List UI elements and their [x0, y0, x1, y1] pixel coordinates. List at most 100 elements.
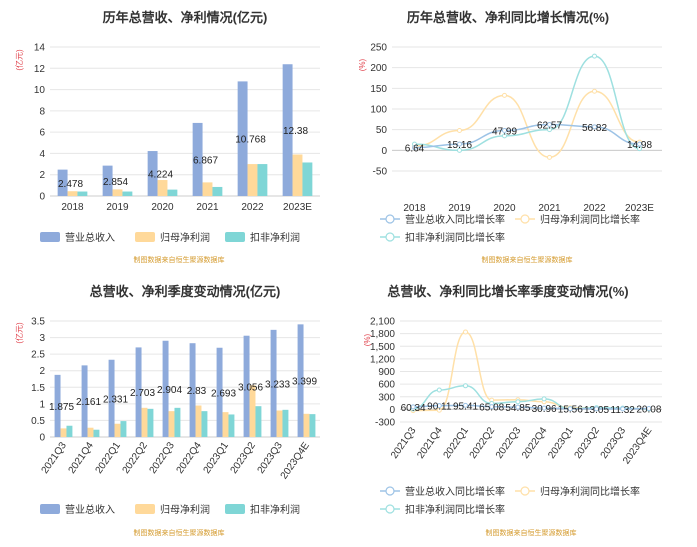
x-tick-label: 2023Q1 — [202, 440, 232, 476]
series-point — [457, 141, 462, 147]
series-point — [515, 404, 521, 410]
data-label: 3.399 — [292, 377, 317, 388]
bar-deducted-profit — [122, 191, 133, 196]
legend-swatch — [225, 232, 245, 242]
series-point — [646, 406, 652, 412]
legend-swatch-marker — [385, 214, 395, 224]
bar-revenue — [243, 335, 250, 437]
bar-deducted-profit — [93, 429, 100, 437]
source-note: 制图数据来自恒生聚源数据库 — [482, 255, 573, 264]
data-label: 20.08 — [636, 405, 661, 416]
bar-revenue — [270, 329, 277, 437]
data-label: 2.83 — [187, 386, 207, 397]
bar-revenue — [54, 374, 61, 437]
y-tick-label: 14 — [34, 43, 46, 54]
y-tick-label: 0 — [39, 192, 45, 203]
bar-revenue — [57, 169, 68, 196]
y-tick-label: -300 — [375, 418, 395, 429]
bar-deducted-profit — [120, 421, 127, 437]
x-tick-label: 2023Q2 — [229, 440, 259, 476]
series-point — [515, 399, 521, 405]
x-tick-label: 2021Q3 — [40, 440, 70, 476]
x-tick-label: 2022Q1 — [94, 440, 124, 476]
y-axis-unit-label: (亿元) — [14, 322, 24, 344]
y-tick-label: 50 — [376, 125, 388, 136]
x-tick-label: 2021Q4 — [415, 425, 445, 461]
legend-label: 营业总收入同比增长率 — [405, 213, 505, 226]
bar-net-profit — [222, 412, 229, 437]
y-tick-label: -50 — [373, 167, 388, 178]
x-tick-label: 2022Q3 — [148, 440, 178, 476]
legend-label: 归母净利润 — [160, 503, 210, 516]
y-tick-label: 2 — [39, 366, 45, 377]
series-line-deducted-profit-growth — [413, 385, 649, 410]
series-point — [547, 121, 552, 127]
data-label: 13.05 — [584, 405, 609, 416]
series-line-deducted-profit-growth — [414, 55, 640, 152]
x-tick-label: 2022Q1 — [442, 425, 472, 461]
bar-net-profit — [292, 154, 303, 196]
series-point — [594, 406, 599, 412]
x-tick-label: 2022Q4 — [520, 425, 550, 461]
series-point — [457, 147, 462, 153]
bar-deducted-profit — [147, 408, 154, 437]
x-tick-label: 2022Q4 — [175, 440, 205, 476]
bar-net-profit — [276, 410, 283, 437]
y-tick-label: 0 — [381, 146, 387, 157]
bar-deducted-profit — [77, 191, 88, 196]
data-label: 56.82 — [582, 123, 607, 134]
legend-label: 营业总收入 — [65, 231, 115, 244]
bar-revenue — [108, 359, 115, 437]
series-point — [541, 405, 547, 411]
bar-deducted-profit — [255, 406, 262, 437]
bar-deducted-profit — [228, 414, 235, 437]
legend-label: 扣非净利润 — [250, 231, 300, 244]
series-point — [436, 403, 442, 409]
legend-label: 归母净利润同比增长率 — [540, 485, 640, 498]
bar-deducted-profit — [309, 414, 316, 437]
bar-net-profit — [168, 411, 175, 437]
x-tick-label: 2018 — [61, 202, 84, 213]
chart-panel-2: 历年总营收、净利同比增长情况(%) (%) -50 0 50 100 150 200 250 20… — [358, 10, 662, 264]
legend-swatch — [225, 504, 245, 514]
x-tick-label: 2022 — [583, 203, 606, 214]
bar-revenue — [282, 64, 293, 197]
x-tick-label: 2022 — [241, 202, 264, 213]
series-point — [592, 124, 597, 130]
x-tick-label: 2020 — [493, 203, 516, 214]
bar-revenue — [216, 347, 223, 437]
x-tick-label: 2018 — [403, 203, 426, 214]
y-tick-label: 2,100 — [370, 317, 395, 328]
data-label: 10.768 — [235, 135, 266, 146]
bar-deducted-profit — [201, 411, 208, 437]
data-label: 2.331 — [103, 394, 128, 405]
data-label: 3.233 — [265, 379, 290, 390]
y-tick-label: 1,200 — [370, 354, 395, 365]
data-label: 3.056 — [238, 382, 263, 393]
x-tick-label: 2023E — [283, 202, 312, 213]
legend-label: 归母净利润同比增长率 — [540, 213, 640, 226]
data-label: 6.867 — [193, 155, 218, 166]
legend-label: 归母净利润 — [160, 231, 210, 244]
bar-net-profit — [141, 407, 148, 437]
y-tick-label: 600 — [378, 380, 395, 391]
bar-net-profit — [87, 427, 94, 437]
legend-label: 扣非净利润同比增长率 — [405, 231, 505, 244]
legend-swatch-marker — [520, 486, 530, 496]
data-label: 2.854 — [103, 177, 128, 188]
legend-swatch-marker — [385, 232, 395, 242]
y-tick-label: 300 — [378, 392, 395, 403]
chart-title: 总营收、净利同比增长率季度变动情况(%) — [387, 284, 628, 299]
bar-revenue — [189, 343, 196, 437]
data-label: 60.34 — [401, 403, 426, 414]
x-tick-label: 2020 — [151, 202, 174, 213]
bar-net-profit — [114, 423, 121, 437]
chart-panel-1: 历年总营收、净利情况(亿元) (亿元) 0 2 4 6 8 10 12 14 2018 2019 202… — [14, 10, 320, 264]
y-tick-label: 1.5 — [31, 383, 45, 394]
series-point — [412, 145, 417, 151]
y-tick-label: 2 — [39, 170, 45, 181]
bar-revenue — [237, 81, 248, 196]
bar-revenue — [162, 340, 169, 437]
